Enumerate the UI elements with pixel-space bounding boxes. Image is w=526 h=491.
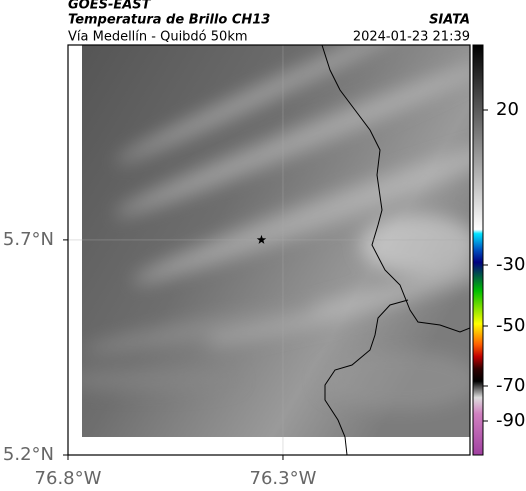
border: [344, 436, 348, 456]
location-marker: [256, 234, 267, 244]
map-frame: [67, 44, 471, 456]
title: GOES-EAST: [68, 0, 152, 13]
timestamp: 2024-01-23 21:39: [353, 30, 470, 45]
route: Vía Medellín - Quibdó 50km: [68, 30, 248, 45]
colorbar-label: -30: [496, 254, 525, 275]
colorbar-label: -70: [496, 375, 525, 396]
border: [324, 299, 409, 437]
satellite-image: [82, 45, 470, 437]
colorbar-label: -50: [496, 315, 525, 336]
x-tick-label: 76.3°W: [250, 468, 317, 489]
colorbar: [472, 44, 484, 456]
border: [321, 45, 470, 333]
source: SIATA: [429, 13, 470, 28]
y-tick-label: 5.2°N: [3, 444, 54, 465]
x-tick-label: 76.8°W: [35, 468, 102, 489]
y-tick-label: 5.7°N: [3, 229, 54, 250]
colorbar-label: -90: [496, 410, 525, 431]
subtitle: Temperatura de Brillo CH13: [68, 13, 270, 28]
colorbar-label: 20: [496, 99, 519, 120]
